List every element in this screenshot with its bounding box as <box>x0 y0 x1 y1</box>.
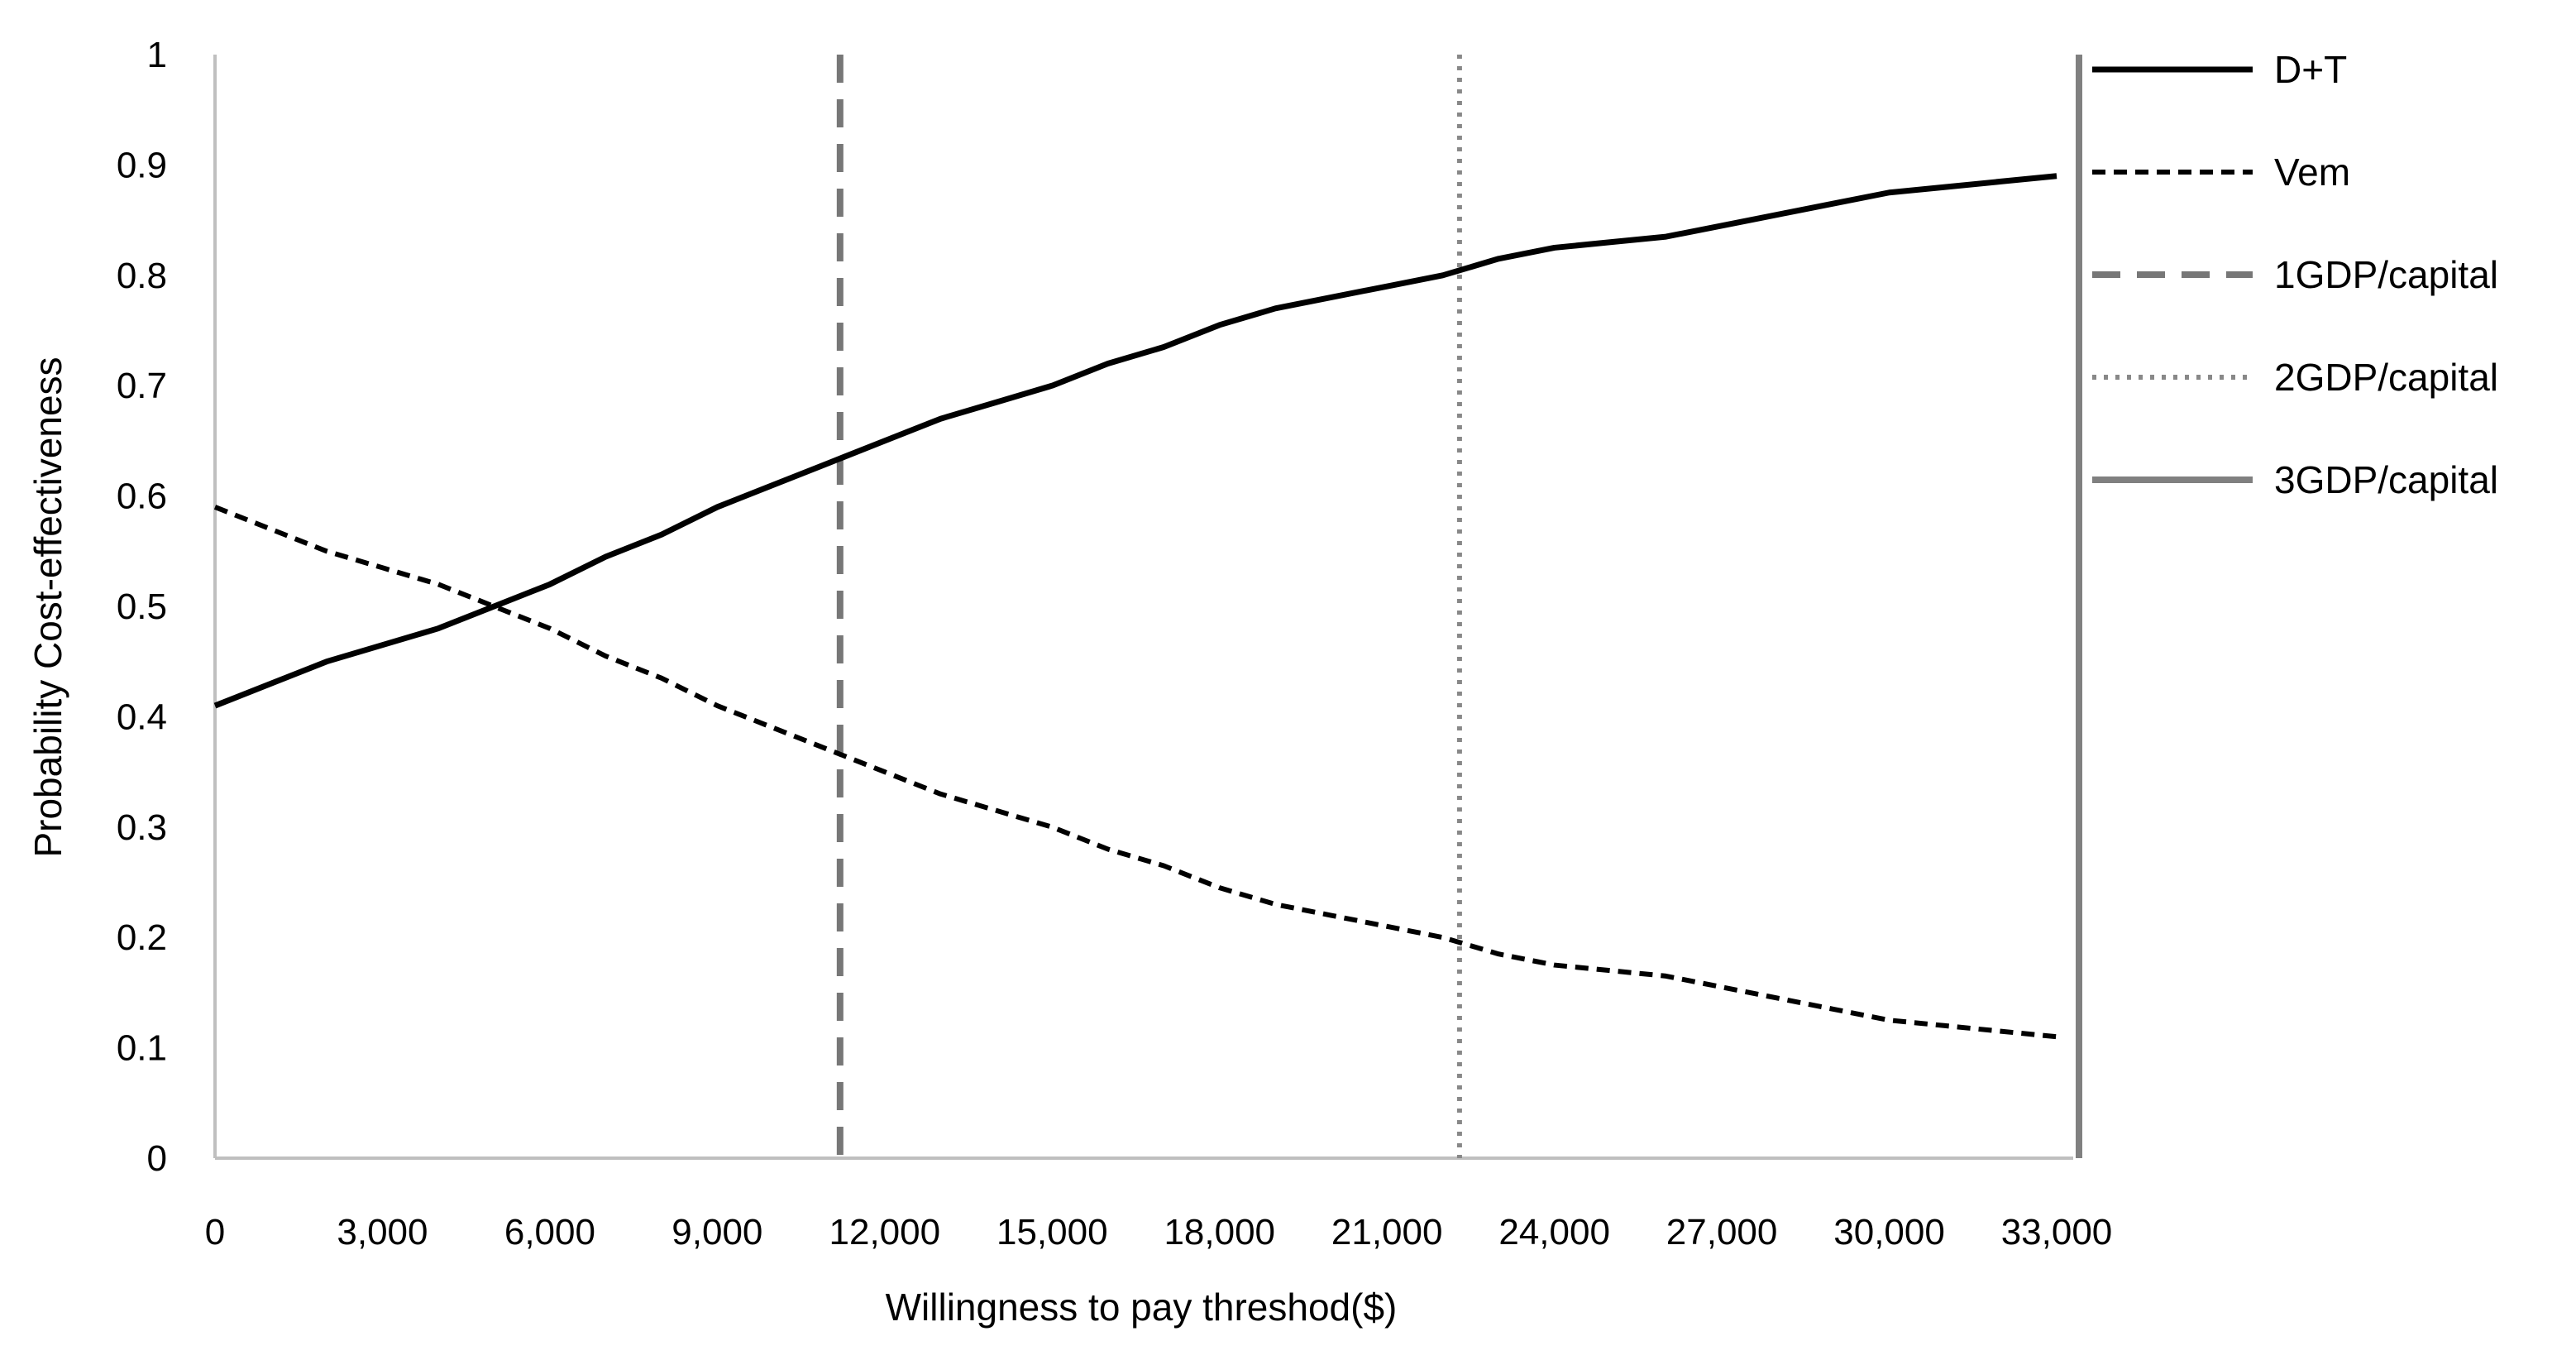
legend-label-1gdp-capital: 1GDP/capital <box>2274 253 2498 296</box>
series-line-d-t <box>213 173 2057 709</box>
legend-label-2gdp-capital: 2GDP/capital <box>2274 356 2498 399</box>
y-tick-label: 0.8 <box>117 256 167 296</box>
legend-label-3gdp-capital: 3GDP/capital <box>2274 458 2498 501</box>
y-tick-label: 0.3 <box>117 807 167 848</box>
x-axis-label: Willingness to pay threshod($) <box>886 1286 1398 1329</box>
y-tick-label: 0.7 <box>117 366 167 406</box>
series-line-vem <box>213 505 2057 1040</box>
y-tick-label: 0.6 <box>117 476 167 517</box>
x-tick-label: 9,000 <box>671 1212 762 1252</box>
y-tick-label: 1 <box>147 35 167 75</box>
legend-label-d-t: D+T <box>2274 48 2347 91</box>
y-tick-label: 0.5 <box>117 587 167 627</box>
x-tick-label: 27,000 <box>1666 1212 1778 1252</box>
y-axis-label: Probability Cost-effectiveness <box>26 357 69 857</box>
x-tick-label: 24,000 <box>1498 1212 1610 1252</box>
legend-label-vem: Vem <box>2274 151 2350 194</box>
y-tick-label: 0 <box>147 1138 167 1179</box>
x-tick-label: 0 <box>205 1212 225 1252</box>
x-tick-label: 3,000 <box>337 1212 428 1252</box>
x-tick-label: 21,000 <box>1331 1212 1443 1252</box>
x-tick-label: 6,000 <box>504 1212 595 1252</box>
legend: D+T Vem 1GDP/capital 2GDP/capital 3GDP/capit… <box>2092 48 2498 501</box>
plot-area: 0 0.1 0.2 0.3 0.4 0.5 0.6 0.7 0.8 0.9 1 0 3,000 6,000… <box>117 35 2112 1252</box>
y-tick-label: 0.4 <box>117 697 167 737</box>
y-tick-label: 0.9 <box>117 145 167 185</box>
x-tick-label: 30,000 <box>1833 1212 1945 1252</box>
y-tick-label: 0.1 <box>117 1028 167 1069</box>
x-tick-label: 33,000 <box>2001 1212 2113 1252</box>
x-tick-label: 12,000 <box>829 1212 941 1252</box>
y-tick-label: 0.2 <box>117 917 167 958</box>
x-tick-label: 15,000 <box>996 1212 1108 1252</box>
x-tick-label: 18,000 <box>1164 1212 1275 1252</box>
